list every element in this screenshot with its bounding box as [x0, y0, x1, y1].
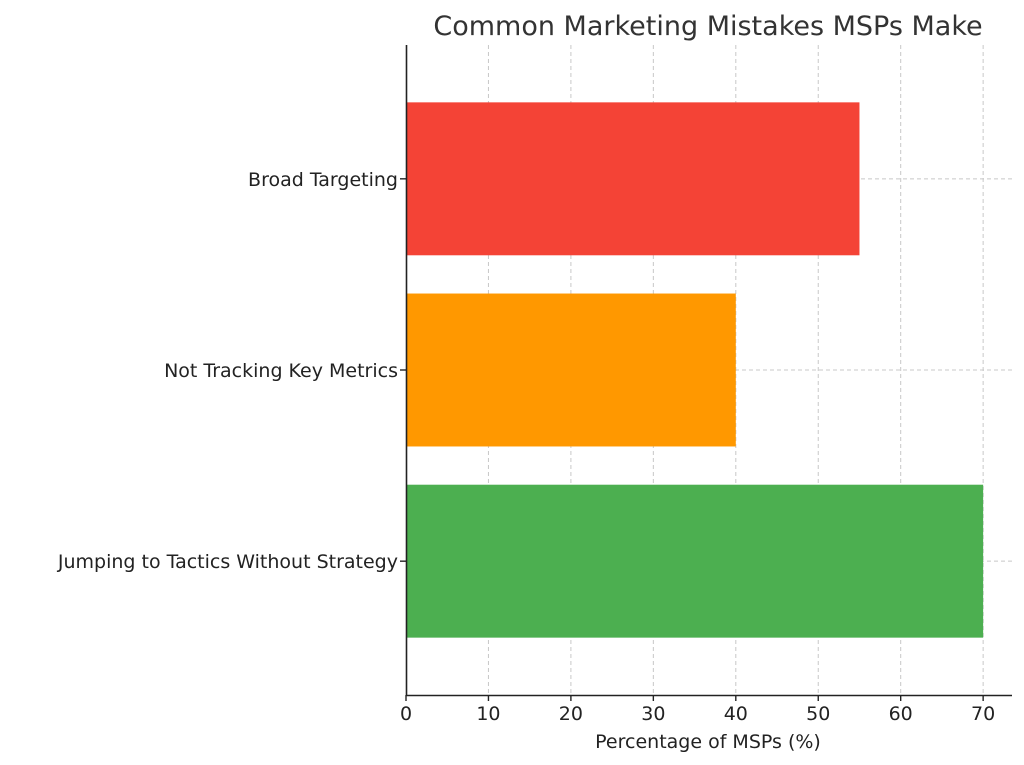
x-tick-label: 0	[400, 703, 412, 725]
y-tick-label: Broad Targeting	[248, 169, 398, 191]
bar	[406, 484, 984, 638]
x-tick-label: 20	[559, 703, 583, 725]
y-tick-label: Not Tracking Key Metrics	[164, 360, 398, 382]
x-axis-label: Percentage of MSPs (%)	[595, 731, 821, 753]
bar	[406, 293, 736, 447]
x-tick-label: 40	[724, 703, 748, 725]
x-tick-label: 60	[889, 703, 913, 725]
bars	[406, 102, 984, 638]
x-tick-label: 70	[971, 703, 995, 725]
chart-title: Common Marketing Mistakes MSPs Make	[433, 11, 982, 42]
y-ticks: Jumping to Tactics Without Strategy Not T…	[57, 169, 406, 573]
y-tick-label: Jumping to Tactics Without Strategy	[57, 551, 398, 573]
x-tick-label: 30	[641, 703, 665, 725]
x-ticks: 0 10 20 30 40 50 60 70	[400, 695, 995, 725]
x-tick-label: 10	[476, 703, 500, 725]
bar	[406, 102, 860, 256]
axes	[405, 45, 1012, 697]
x-tick-label: 50	[806, 703, 830, 725]
